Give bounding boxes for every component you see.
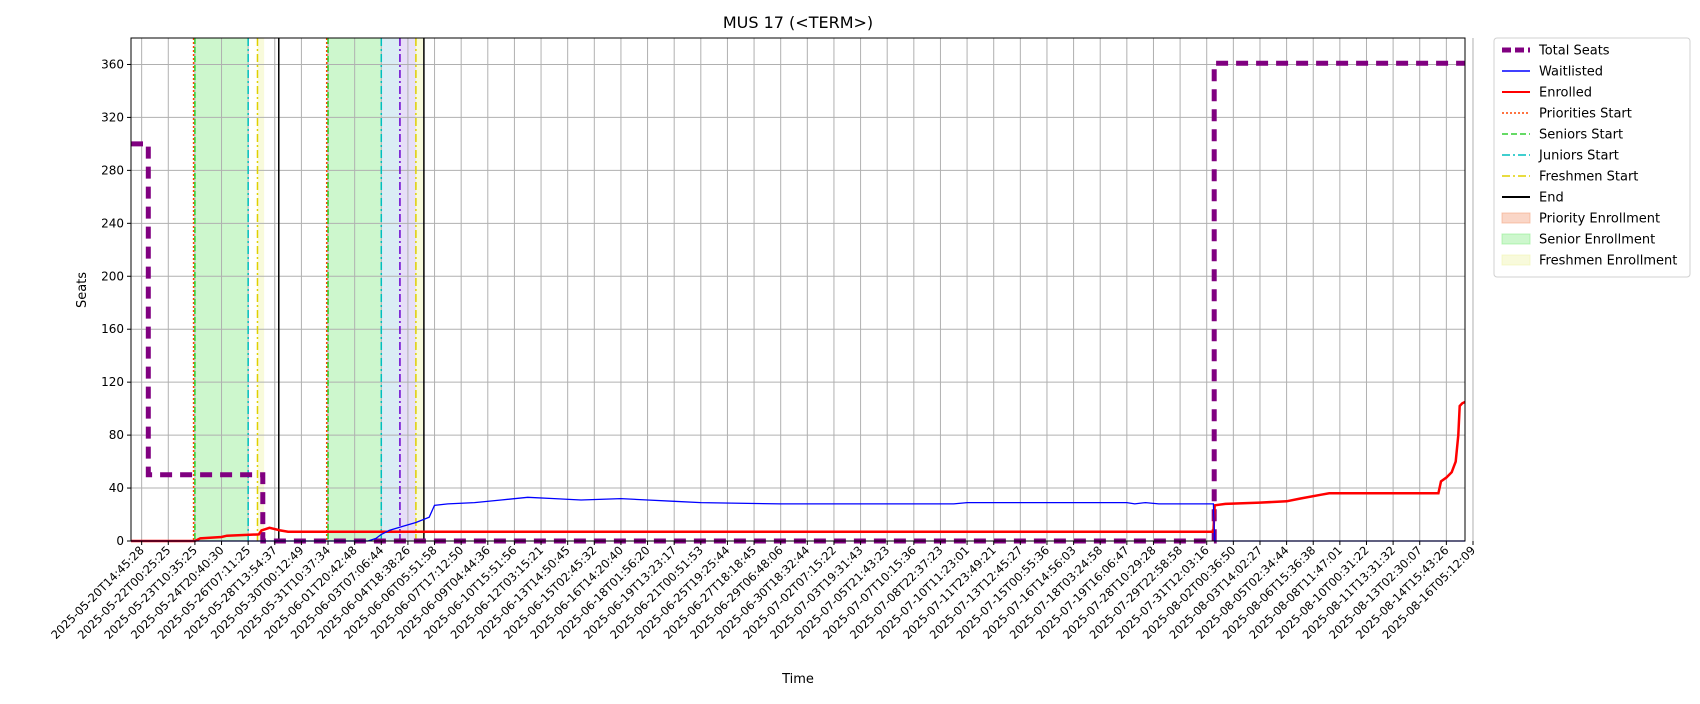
series-line-waitlisted <box>131 496 1465 542</box>
shaded-region <box>381 38 400 541</box>
legend-label: End <box>1539 191 1564 206</box>
series-lines <box>131 60 1466 544</box>
legend-swatch <box>1501 233 1531 245</box>
chart-title: MUS 17 (<TERM>) <box>723 13 873 32</box>
y-tick-label: 360 <box>101 57 124 71</box>
y-tick-label: 320 <box>101 110 124 124</box>
shaded-region <box>257 38 265 541</box>
legend-box <box>1493 37 1691 278</box>
y-tick-label: 240 <box>101 216 124 230</box>
series-line-enrolled <box>131 400 1466 543</box>
legend-label: Juniors Start <box>1538 149 1619 164</box>
y-tick-label: 40 <box>109 481 124 495</box>
legend-label: Total Seats <box>1538 44 1610 59</box>
legend-label: Priorities Start <box>1539 107 1632 122</box>
legend-swatch <box>1501 212 1531 224</box>
y-tick-label: 200 <box>101 269 124 283</box>
legend-label: Waitlisted <box>1539 65 1603 80</box>
y-axis-label: Seats <box>75 272 90 308</box>
axes <box>130 37 1466 542</box>
y-tick-label: 80 <box>109 428 124 442</box>
legend-label: Senior Enrollment <box>1539 233 1655 248</box>
plot-frame <box>130 37 1466 542</box>
shaded-region <box>415 38 424 541</box>
legend-swatch <box>1501 254 1531 266</box>
y-tick-label: 160 <box>101 322 124 336</box>
legend-label: Freshmen Start <box>1539 170 1638 185</box>
phase-vertical-lines <box>192 38 425 541</box>
shaded-regions <box>194 38 424 541</box>
x-axis-label: Time <box>781 672 814 687</box>
y-tick-label: 120 <box>101 375 124 389</box>
legend-label: Priority Enrollment <box>1539 212 1660 227</box>
y-tick-label: 280 <box>101 163 124 177</box>
legend-label: Enrolled <box>1539 86 1592 101</box>
y-tick-label: 0 <box>116 534 124 548</box>
legend: Total Seats Waitlisted Enrolled Priorities … <box>1493 37 1691 278</box>
legend-label: Freshmen Enrollment <box>1539 254 1677 269</box>
legend-label: Seniors Start <box>1539 128 1623 143</box>
